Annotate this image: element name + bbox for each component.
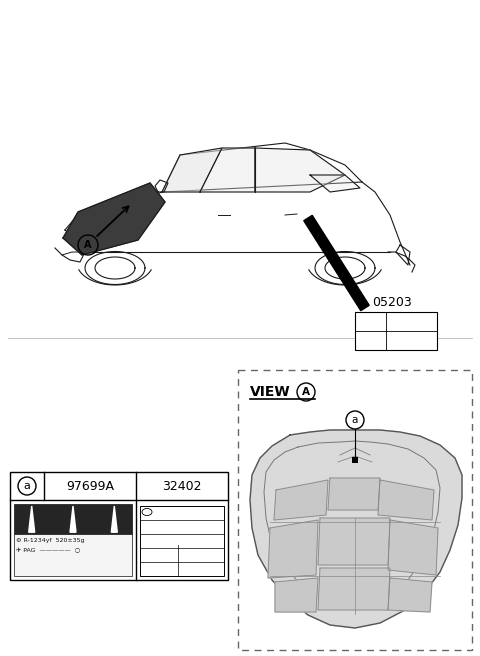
Polygon shape [388,578,432,612]
Bar [140,506,224,576]
Polygon shape [200,148,255,192]
Bar [352,457,358,463]
Polygon shape [304,215,369,311]
Polygon shape [29,506,35,532]
Text: 32402: 32402 [162,480,202,493]
Bar [14,534,132,576]
Polygon shape [250,430,462,628]
Bar [14,504,132,534]
Bar [238,370,472,650]
Polygon shape [63,183,165,255]
Text: ⚙ R-1234yf  520±35g: ⚙ R-1234yf 520±35g [16,538,84,543]
Polygon shape [274,480,328,520]
Polygon shape [318,568,390,610]
Text: A: A [84,240,92,250]
Polygon shape [328,478,380,510]
Polygon shape [268,520,318,578]
Polygon shape [111,506,117,532]
Text: a: a [352,415,358,425]
Polygon shape [70,506,76,532]
Text: a: a [24,481,30,491]
Polygon shape [162,148,222,192]
Text: 05203: 05203 [372,297,412,310]
Polygon shape [310,175,360,192]
Polygon shape [318,518,390,565]
Polygon shape [378,480,434,520]
Text: VIEW: VIEW [250,385,290,399]
Bar [355,312,437,350]
Polygon shape [388,520,438,575]
Text: A: A [302,387,310,397]
Polygon shape [275,578,318,612]
Polygon shape [255,148,345,192]
Text: 97699A: 97699A [66,480,114,493]
Bar [10,472,228,580]
Text: ✈ PAG  —————  ○: ✈ PAG ————— ○ [16,548,80,554]
